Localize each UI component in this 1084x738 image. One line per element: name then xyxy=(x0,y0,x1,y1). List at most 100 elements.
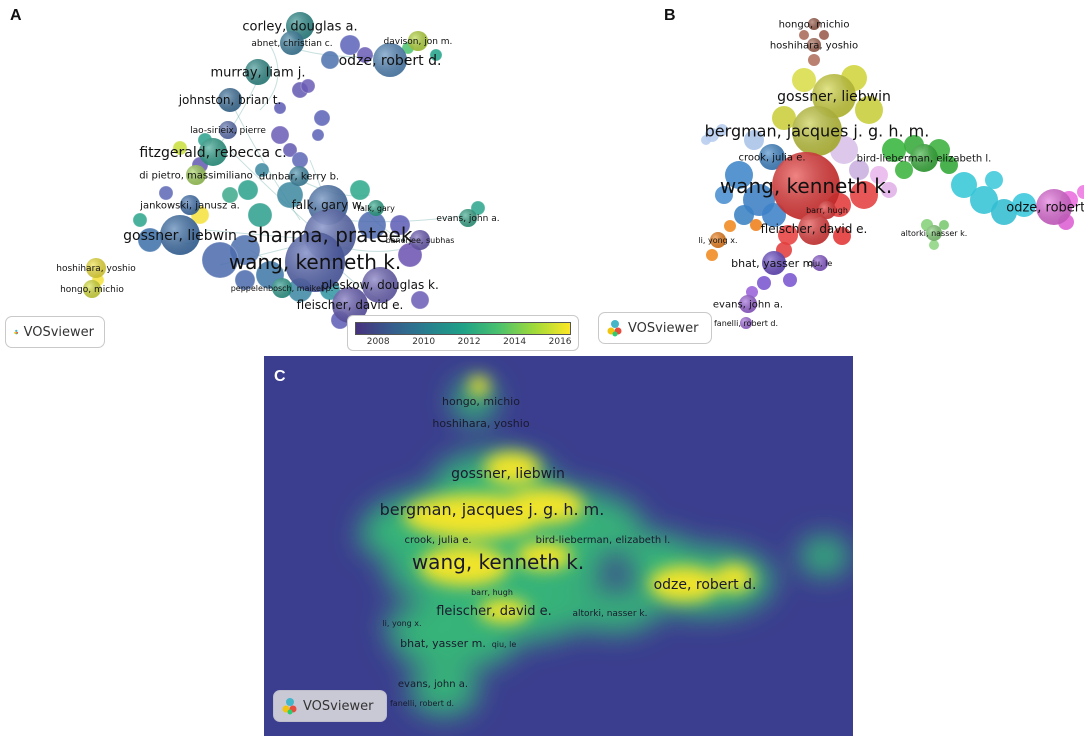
node-crook-julia-e[interactable] xyxy=(759,144,785,170)
node-bubble-shade xyxy=(289,166,309,186)
cluster-bubble xyxy=(715,186,733,204)
density-label-evans-john-a: evans, john a. xyxy=(398,679,468,690)
node-label: lao-sirieix, pierre xyxy=(190,126,266,136)
cluster-bubble xyxy=(470,200,486,216)
node-falk-gary[interactable] xyxy=(368,200,384,216)
density-peak xyxy=(504,488,584,524)
node-bubble-shade xyxy=(285,232,345,292)
cluster-bubble xyxy=(291,151,309,169)
node-lao-sirieix-pierre[interactable] xyxy=(219,121,237,139)
node-label: jankowski, janusz a. xyxy=(139,201,240,212)
cluster-bubble xyxy=(247,202,273,228)
node-pleskow-douglas-k[interactable] xyxy=(362,267,398,303)
node-label: barr, hugh xyxy=(806,206,848,215)
cluster-bubble xyxy=(772,106,796,130)
cluster-bubble xyxy=(158,185,174,201)
node-hoshihara-yoshio[interactable] xyxy=(86,258,106,278)
node-label: li, yong x. xyxy=(698,236,737,245)
cluster-bubble xyxy=(1012,193,1036,217)
cluster-bubble xyxy=(750,219,762,231)
node-bubble-shade xyxy=(180,195,200,215)
node-label: evans, john a. xyxy=(713,300,783,311)
node-label: sharma, prateek xyxy=(248,223,413,247)
node-banerjee-subhas[interactable] xyxy=(410,230,430,250)
cluster-bubble xyxy=(762,203,786,227)
density-peak xyxy=(649,566,719,602)
cluster-bubble xyxy=(356,46,374,64)
node-bubble-shade xyxy=(759,144,785,170)
density-label-barr-hugh: barr, hugh xyxy=(471,588,513,597)
node-fanelli-robert-d[interactable] xyxy=(740,317,752,329)
node-hoshihara-yoshio[interactable] xyxy=(807,38,821,52)
node-jankowski-janusz-a[interactable] xyxy=(180,195,200,215)
node-evans-john-a[interactable] xyxy=(739,295,757,313)
cluster-bubble xyxy=(734,205,754,225)
node-label: peppelenbosch, maikel p. xyxy=(231,284,334,293)
node-label: davison, jon m. xyxy=(384,37,453,47)
node-hongo-michio[interactable] xyxy=(83,280,101,298)
cluster-bubble xyxy=(313,109,331,127)
density-label-bird-lieberman-elizabeth-l: bird-lieberman, elizabeth l. xyxy=(536,535,671,546)
node-label: corley, douglas a. xyxy=(242,20,357,35)
node-qiu-le[interactable] xyxy=(812,255,828,271)
node-label: pleskow, douglas k. xyxy=(321,278,439,292)
node-bubble-shade xyxy=(186,165,206,185)
node-johnston-brian-t[interactable] xyxy=(218,88,242,112)
node-label: odze, robert d. xyxy=(1006,201,1084,216)
cluster-bubble xyxy=(746,286,758,298)
node-label: murray, liam j. xyxy=(210,66,305,81)
node-label: falk, gary w. xyxy=(292,198,365,212)
node-bhat-yasser-m[interactable] xyxy=(762,251,786,275)
node-bubble-shade xyxy=(199,138,227,166)
cluster-bubble xyxy=(808,54,820,66)
node-li-yong-x[interactable] xyxy=(710,232,726,248)
node-dunbar-kerry-b[interactable] xyxy=(289,166,309,186)
node-label: gossner, liebwin xyxy=(777,89,891,105)
node-bubble-shade xyxy=(812,255,828,271)
cluster-bubble xyxy=(850,181,878,209)
node-label: hongo, michio xyxy=(60,285,124,295)
node-gossner-liebwin[interactable] xyxy=(160,215,200,255)
cluster-bubble xyxy=(725,161,753,189)
node-fleischer-david-e[interactable] xyxy=(798,213,830,245)
node-bubble-shade xyxy=(710,232,726,248)
colorbar-tick-label: 2008 xyxy=(366,337,390,347)
node-peppelenbosch-maikel-p[interactable] xyxy=(272,278,292,298)
cluster-bubble xyxy=(276,181,304,209)
node-odze-robert-d[interactable] xyxy=(373,43,407,77)
node-di-pietro-massimiliano[interactable] xyxy=(186,165,206,185)
node-hongo-michio[interactable] xyxy=(808,18,820,30)
node-fitzgerald-rebecca-c[interactable] xyxy=(199,138,227,166)
density-label-li-yong-x: li, yong x. xyxy=(382,619,421,628)
node-wang-kenneth-k[interactable] xyxy=(285,232,345,292)
node-evans-john-a[interactable] xyxy=(459,209,477,227)
node-davison-jon-m[interactable] xyxy=(408,31,428,51)
colorbar-gradient xyxy=(355,322,571,335)
node-fleischer-david-e[interactable] xyxy=(332,287,368,323)
node-label: altorki, nasser k. xyxy=(901,229,968,238)
panel-a-label: A xyxy=(10,7,22,24)
node-odze-robert-d[interactable] xyxy=(1036,189,1072,225)
cluster-bubble xyxy=(254,162,270,178)
node-label: falk, gary xyxy=(357,204,395,213)
node-abnet-christian-c[interactable] xyxy=(280,31,304,55)
node-bird-lieberman-elizabeth-l[interactable] xyxy=(910,144,938,172)
node-label: bergman, jacques j. g. h. m. xyxy=(705,122,930,141)
cluster-bubble xyxy=(882,138,906,162)
cluster-bubble xyxy=(970,186,998,214)
node-murray-liam-j[interactable] xyxy=(245,59,271,85)
node-label: qiu, le xyxy=(808,259,833,268)
node-bergman-jacques-j-g-h-m[interactable] xyxy=(792,106,842,156)
cluster-bubble xyxy=(172,140,188,156)
cluster-bubble xyxy=(870,166,888,184)
node-altorki-nasser-k[interactable] xyxy=(926,225,942,241)
cluster-bubble xyxy=(273,101,287,115)
panel-c-label: C xyxy=(274,368,286,385)
cluster-bubble xyxy=(940,156,958,174)
node-barr-hugh[interactable] xyxy=(818,201,836,219)
node-label: johnston, brian t. xyxy=(178,93,282,107)
density-peak xyxy=(469,376,489,396)
cluster-bubble xyxy=(389,214,411,236)
cluster-bubble xyxy=(757,276,771,290)
colorbar-tick-label: 2012 xyxy=(457,337,481,347)
